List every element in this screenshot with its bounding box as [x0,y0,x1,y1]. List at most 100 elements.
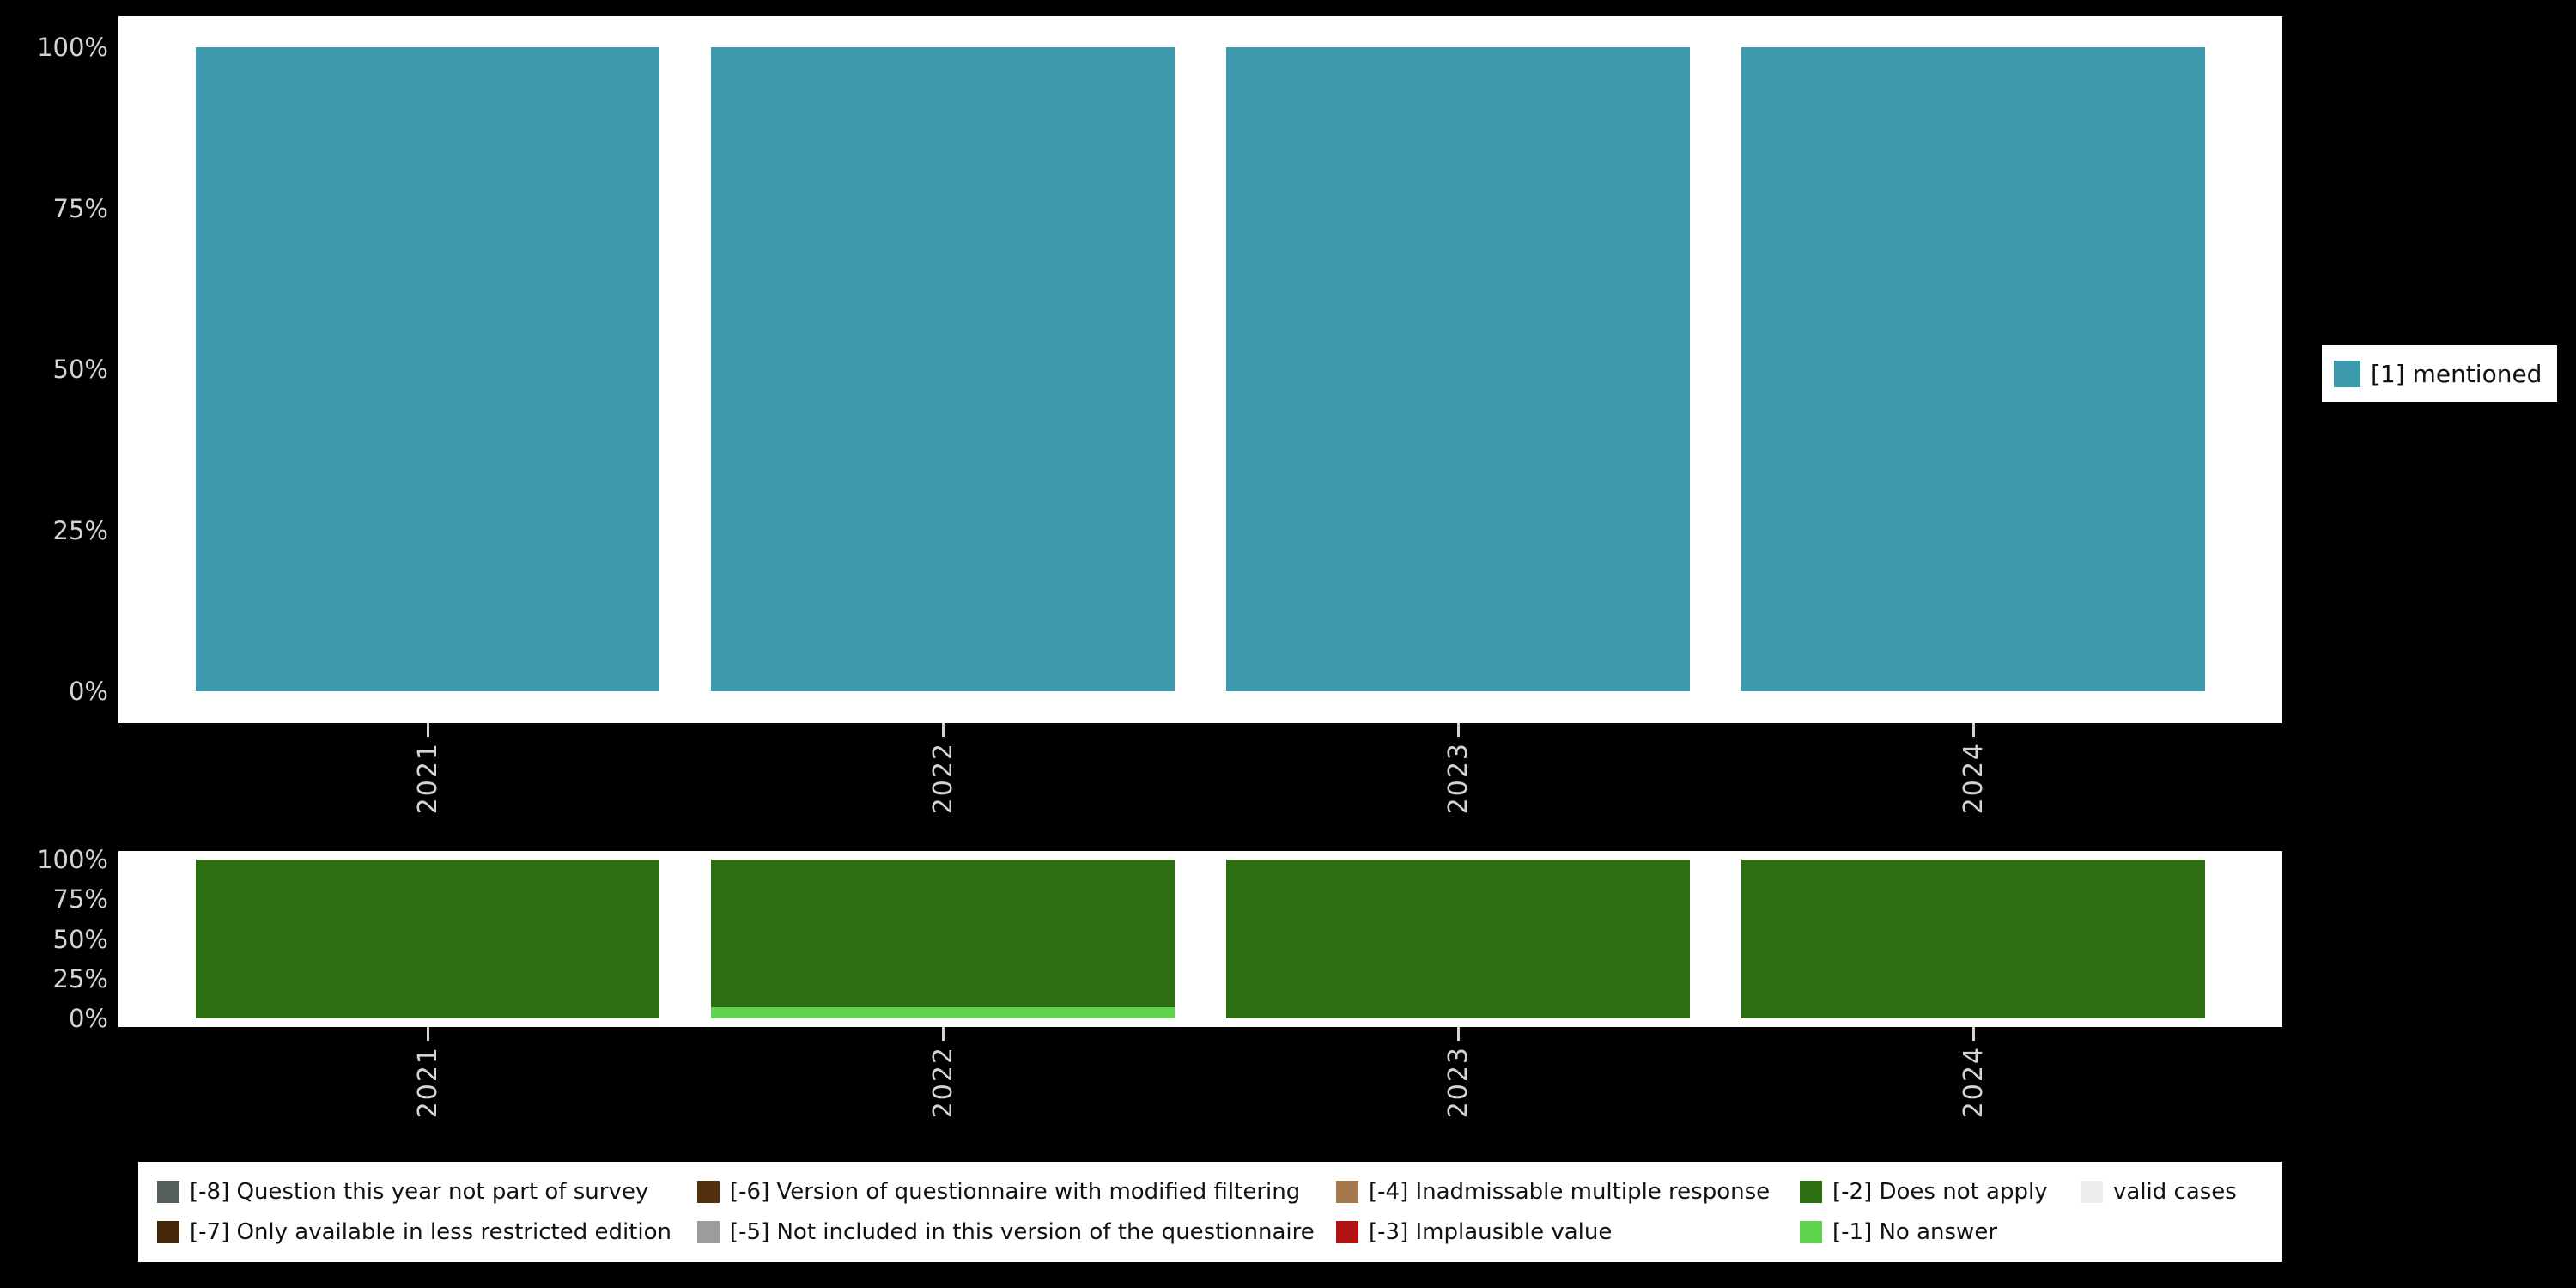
bar-2023 [1226,860,1690,1018]
legend-row: [-8] Question this year not part of surv… [157,1179,2282,1205]
bar-segment [711,1007,1175,1018]
legend-swatch-icon [1800,1181,1822,1204]
x-tick [426,1027,429,1041]
legend-swatch-icon [697,1181,720,1204]
y-tick-label: 75% [52,193,108,223]
y-tick-label: 25% [52,963,108,993]
x-tick [941,723,945,737]
y-tick-label: 50% [52,355,108,384]
x-axis-label: 2024 [1958,742,1989,815]
legend-row: [-7] Only available in less restricted e… [157,1219,2282,1245]
bar-2024 [1741,860,2205,1018]
x-label-slot: 2024 [1741,742,2205,814]
x-label-slot: 2023 [1226,742,1690,814]
x-axis-label: 2021 [412,742,443,815]
x-tick [941,1027,945,1041]
y-tick-label: 0% [68,677,108,706]
legend-swatch-icon [157,1220,179,1243]
y-tick-label: 0% [68,1004,108,1033]
legend-label: [-8] Question this year not part of surv… [190,1179,649,1206]
x-tick [1456,723,1460,737]
x-label-slot: 2021 [196,1046,659,1118]
x-labels: 2021 2022 2023 2024 [196,1046,2205,1118]
chart-panel [118,851,2282,1027]
legend-item: valid cases [2081,1179,2282,1205]
x-tick-slot [711,1027,1175,1041]
legend-row: [1] mentioned [2334,360,2542,388]
bar-segment [711,860,1175,1008]
x-tick [1971,1027,1975,1041]
x-axis-label: 2022 [927,742,958,815]
legend-bottom: [-8] Question this year not part of surv… [138,1162,2282,1262]
x-tick [1456,1027,1460,1041]
legend-label: [-5] Not included in this version of the… [730,1218,1315,1245]
legend-swatch-icon [1800,1220,1822,1243]
legend-item: [-7] Only available in less restricted e… [157,1219,697,1245]
x-tick [1971,723,1975,737]
bar-segment [1226,47,1690,691]
legend-item: [-8] Question this year not part of surv… [157,1179,697,1205]
bar-segment [1741,47,2205,691]
x-ticks [196,1027,2205,1041]
x-tick [426,723,429,737]
legend-label: [1] mentioned [2371,359,2543,388]
bar-segment [711,47,1175,691]
legend-item: [-5] Not included in this version of the… [697,1219,1336,1245]
legend-item: [-2] Does not apply [1800,1179,2081,1205]
legend-label: [-4] Inadmissable multiple response [1369,1179,1771,1206]
legend-label: [-3] Implausible value [1369,1218,1613,1245]
x-label-slot: 2024 [1741,1046,2205,1118]
y-tick-label: 100% [37,845,108,874]
x-axis-label: 2023 [1443,1046,1473,1119]
x-tick-slot [196,1027,659,1041]
x-tick-slot [1741,1027,2205,1041]
legend-label: valid cases [2113,1179,2237,1206]
x-tick-slot [711,723,1175,737]
legend-label: [-2] Does not apply [1832,1179,2048,1206]
bar-segment [1226,860,1690,1018]
missing-values-chart: 100% 75% 50% 25% 0% 2021 2022 2023 2024 [0,845,2318,1255]
y-ticks: 100% 75% 50% 25% 0% [0,845,108,1033]
y-tick-label: 50% [52,924,108,954]
legend-swatch-icon [2081,1181,2103,1204]
y-tick-label: 75% [52,884,108,914]
x-axis-label: 2022 [927,1046,958,1119]
x-axis-label: 2021 [412,1046,443,1119]
bar-2022 [711,860,1175,1018]
mentioned-share-chart: 100% 75% 50% 25% 0% 2021 2022 2023 2024 [0,16,2318,858]
legend-swatch-icon [2334,360,2360,387]
legend-right: [1] mentioned [2322,345,2557,402]
legend-item: [-1] No answer [1800,1219,2081,1245]
x-label-slot: 2023 [1226,1046,1690,1118]
chart-panel [118,16,2282,723]
bar-2022 [711,47,1175,691]
bar-2024 [1741,47,2205,691]
x-tick-slot [1226,1027,1690,1041]
x-label-slot: 2022 [711,742,1175,814]
legend-label: [-7] Only available in less restricted e… [190,1218,672,1245]
legend-swatch-icon [157,1181,179,1204]
x-axis-label: 2024 [1958,1046,1989,1119]
y-tick-label: 25% [52,515,108,545]
bars [196,860,2205,1018]
bars [196,47,2205,691]
legend-swatch-icon [697,1220,720,1243]
legend-item: [-3] Implausible value [1336,1219,1800,1245]
legend-item: [1] mentioned [2334,360,2542,388]
x-tick-slot [1226,723,1690,737]
bar-segment [1741,860,2205,1018]
y-tick-label: 100% [37,33,108,62]
legend-item: [-4] Inadmissable multiple response [1336,1179,1800,1205]
bar-segment [196,860,659,1018]
x-axis-label: 2023 [1443,742,1473,815]
x-tick-slot [1741,723,2205,737]
x-labels: 2021 2022 2023 2024 [196,742,2205,814]
y-ticks: 100% 75% 50% 25% 0% [0,33,108,706]
legend-swatch-icon [1336,1220,1358,1243]
legend-label: [-1] No answer [1832,1218,1998,1245]
x-tick-slot [196,723,659,737]
x-label-slot: 2022 [711,1046,1175,1118]
x-ticks [196,723,2205,737]
x-label-slot: 2021 [196,742,659,814]
